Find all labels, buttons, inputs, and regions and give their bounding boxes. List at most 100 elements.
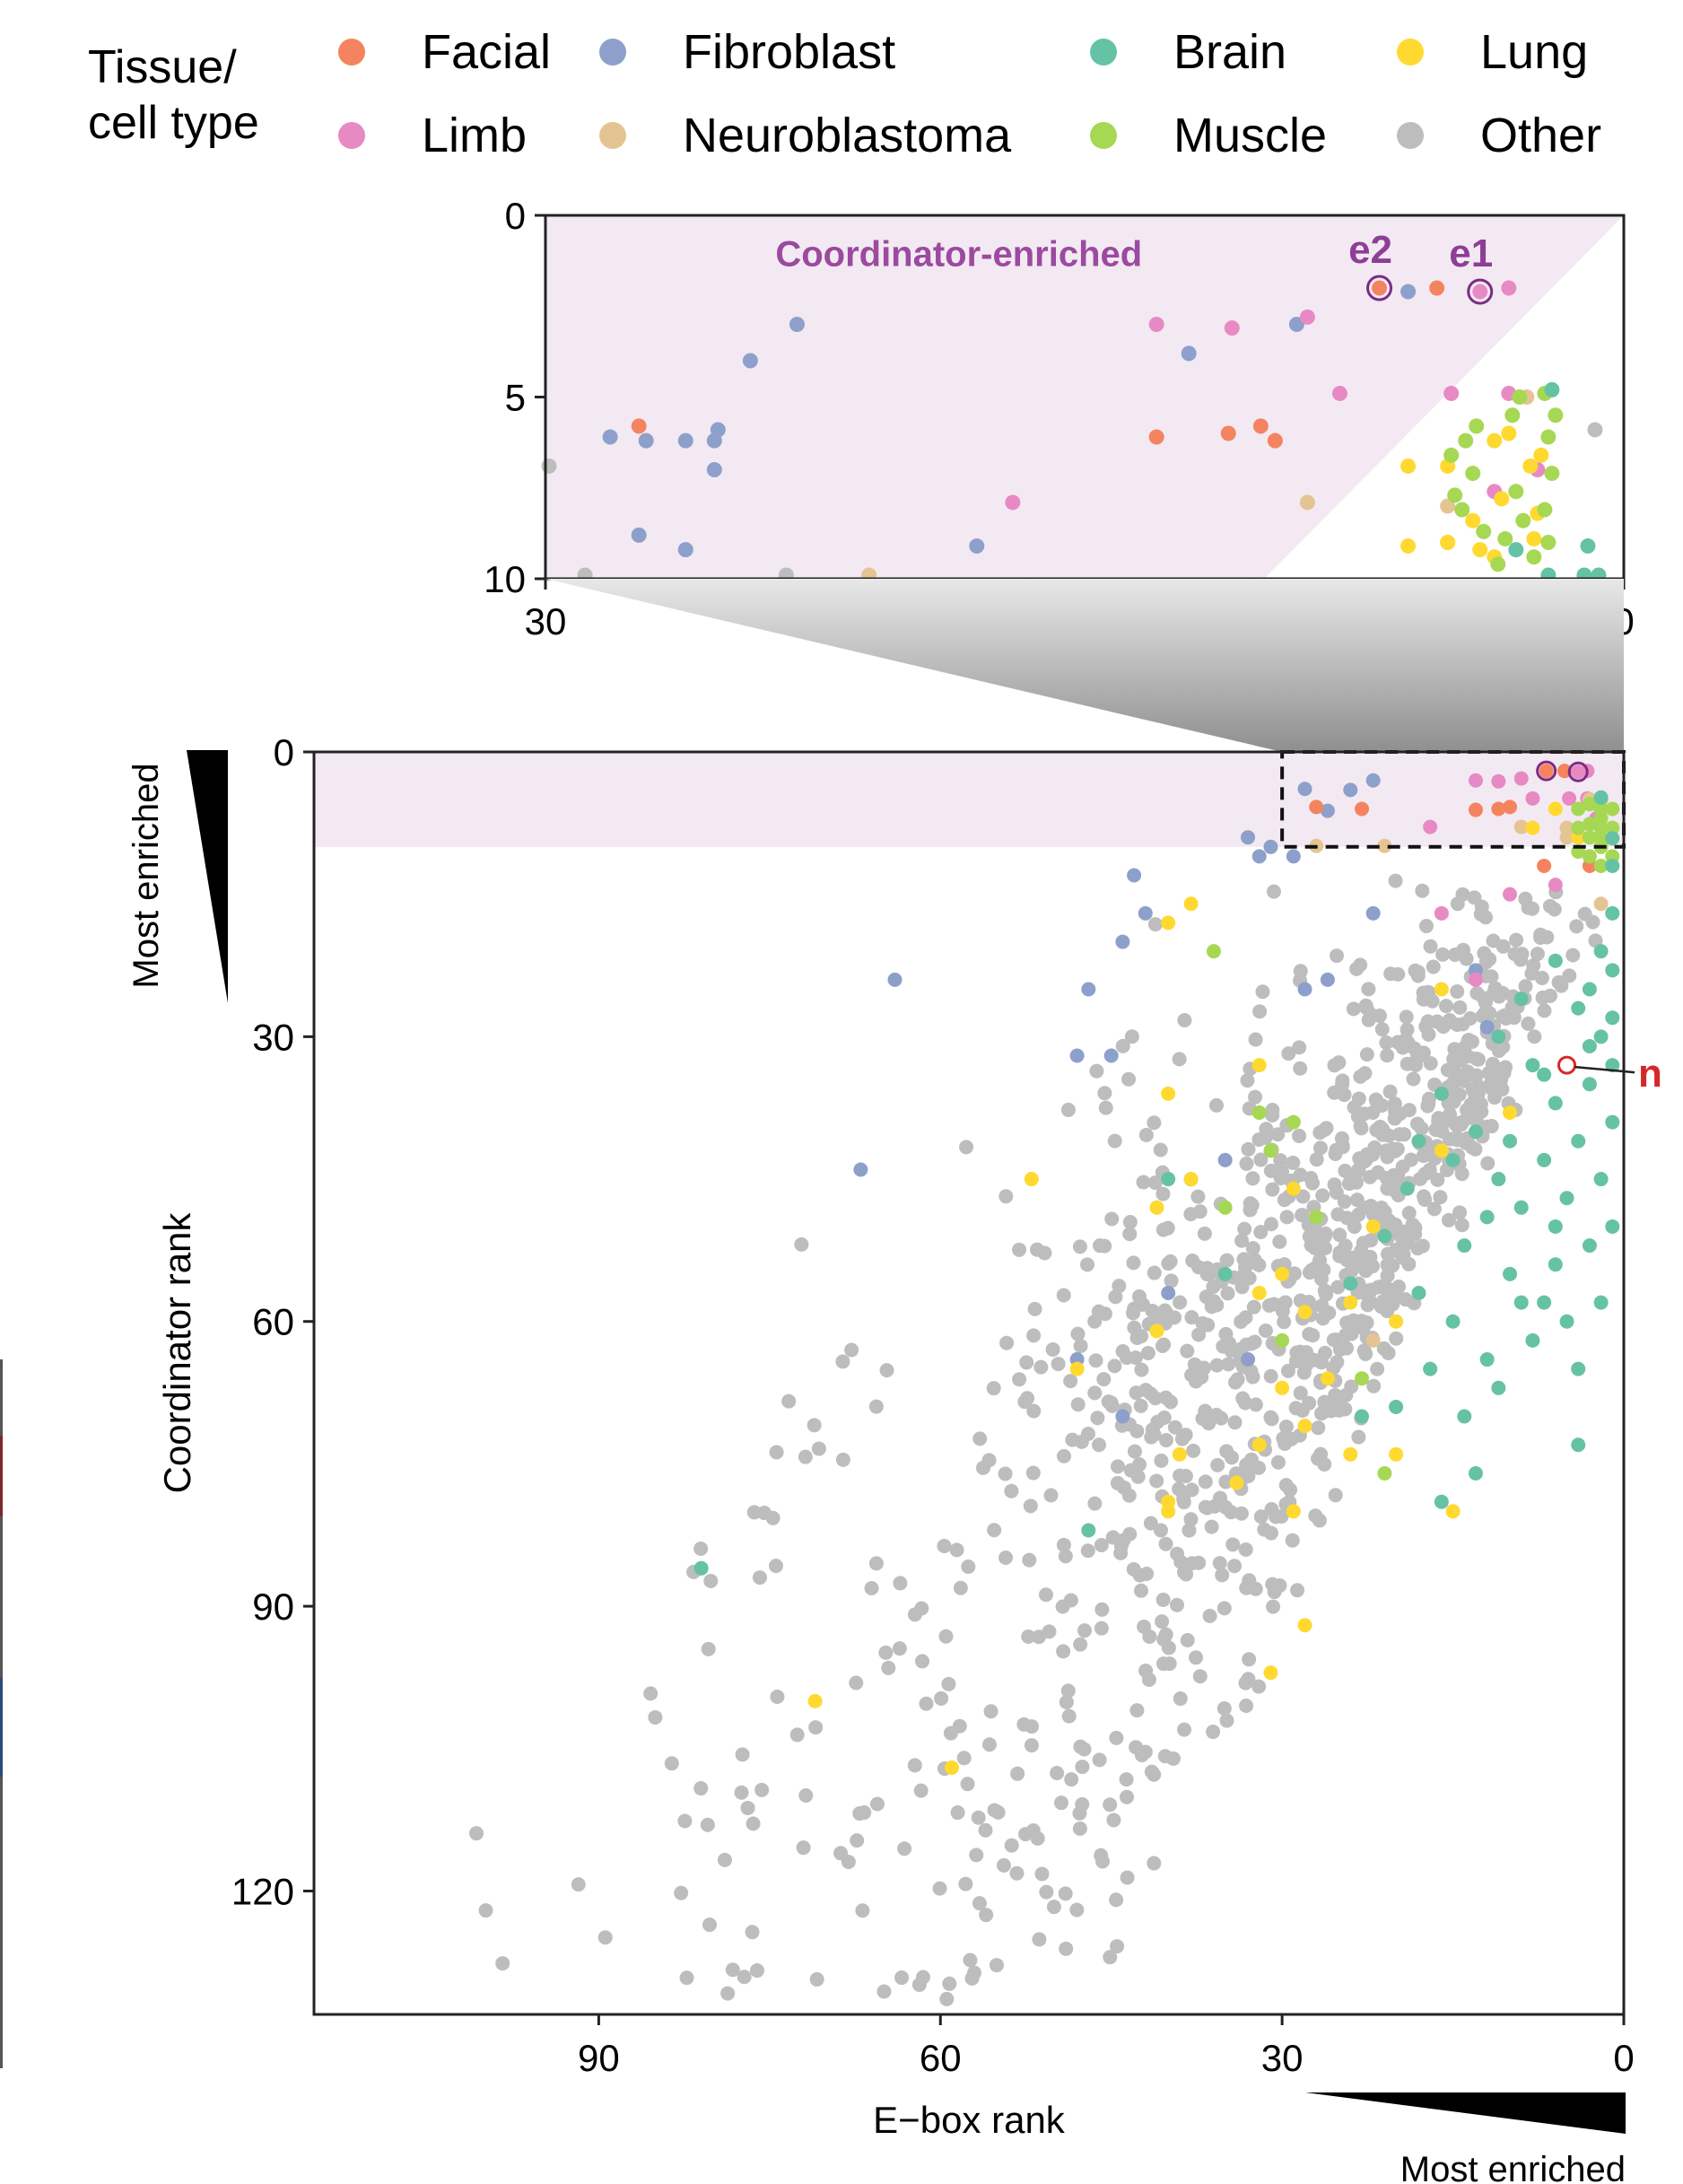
main-point-other [1023, 1498, 1038, 1514]
inset-point-fibroblast [677, 542, 693, 558]
main-point-other [1173, 1295, 1188, 1310]
main-point-limb [1434, 905, 1449, 921]
inset-highlight-label-e1: e1 [1449, 232, 1493, 275]
main-point-other [1172, 1052, 1187, 1067]
main-point-other [798, 1787, 814, 1803]
main-point-other [850, 1833, 865, 1848]
main-point-other [1418, 1019, 1434, 1035]
main-point-other [1426, 1201, 1442, 1217]
main-point-other [1368, 1092, 1383, 1107]
main-point-other [1388, 1217, 1403, 1232]
main-point-other [960, 1777, 975, 1792]
main-point-other [1019, 1355, 1034, 1370]
main-point-other [1400, 1056, 1415, 1071]
main-point-other [1272, 1578, 1287, 1594]
coordinator-enriched-band [314, 752, 1624, 847]
main-point-other [1149, 1473, 1164, 1489]
main-point-muscle [1263, 1143, 1278, 1158]
main-point-other [1220, 1286, 1235, 1301]
main-point-other [1273, 1153, 1288, 1168]
main-point-other [1588, 933, 1603, 948]
main-y-tick-label: 0 [274, 731, 294, 773]
main-point-other [1080, 1543, 1095, 1559]
main-point-other [958, 1876, 973, 1891]
main-point-muscle [1582, 797, 1597, 812]
main-point-brain [1605, 963, 1620, 978]
inset-point-fibroblast [789, 317, 805, 332]
main-point-other [1109, 1730, 1124, 1745]
inset-point-facial [1429, 280, 1445, 296]
main-point-other [1126, 1306, 1141, 1321]
main-point-lung [1389, 1314, 1404, 1329]
main-point-fibroblast [1286, 849, 1301, 864]
main-point-limb [1571, 764, 1586, 780]
main-point-muscle [1582, 849, 1597, 864]
inset-point-muscle [1548, 407, 1564, 424]
main-point-other [1238, 1310, 1253, 1325]
main-point-other [1480, 1156, 1496, 1171]
main-point-other [1095, 1854, 1111, 1869]
main-point-other [1286, 1266, 1302, 1281]
main-point-other [1089, 1063, 1104, 1079]
main-point-limb [1503, 887, 1518, 902]
main-point-other [1150, 1414, 1165, 1429]
main-point-brain [693, 1560, 709, 1576]
main-point-other [1383, 966, 1399, 982]
main-point-other [1177, 1565, 1192, 1580]
main-y-tick-label: 60 [252, 1301, 294, 1343]
main-point-brain [1537, 1067, 1552, 1082]
main-point-lung [1251, 1286, 1267, 1300]
main-point-limb [1468, 972, 1483, 987]
main-point-other [1285, 1533, 1300, 1548]
main-point-brain [1377, 1228, 1392, 1244]
main-point-lung [1286, 1181, 1301, 1196]
main-point-other [1242, 1577, 1257, 1592]
main-point-other [1335, 1138, 1350, 1153]
main-point-other [1060, 1683, 1076, 1699]
main-point-other [1337, 1088, 1352, 1103]
inset-point-limb [1443, 385, 1460, 401]
main-point-other [1534, 970, 1549, 985]
main-point-other [745, 1925, 760, 1940]
main-point-other [998, 1189, 1014, 1204]
main-point-other [979, 1908, 994, 1923]
main-point-other [1110, 1939, 1125, 1954]
main-point-other [1115, 1038, 1130, 1053]
main-point-other [1012, 1242, 1027, 1257]
main-point-other [1046, 1900, 1061, 1915]
main-point-other [1562, 968, 1577, 983]
main-point-other [1169, 1597, 1184, 1612]
main-point-lung [1161, 1086, 1176, 1101]
main-point-brain [1548, 1096, 1563, 1111]
main-point-other [1452, 1205, 1468, 1220]
main-point-other [1109, 1892, 1124, 1908]
inset-point-facial [1372, 280, 1388, 296]
main-point-other [878, 1645, 894, 1660]
main-point-other [1165, 1751, 1181, 1766]
main-point-other [1258, 1323, 1273, 1338]
main-point-other [919, 1696, 934, 1711]
main-point-other [833, 1846, 849, 1861]
n-leader-line [1574, 1065, 1635, 1074]
inset-y-tick-label: 5 [505, 377, 526, 419]
main-point-other [1010, 1766, 1025, 1781]
main-point-lung [1365, 1219, 1381, 1234]
inset-point-muscle [1537, 502, 1553, 518]
main-point-brain [1593, 790, 1609, 805]
inset-highlights: e2 e1 [1348, 228, 1494, 305]
main-point-other [1012, 1372, 1027, 1387]
main-point-other [1253, 1152, 1269, 1167]
main-point-other [1577, 906, 1592, 922]
inset-point-fibroblast [706, 432, 722, 449]
main-point-muscle [1251, 1105, 1267, 1120]
main-point-other [1197, 1226, 1212, 1241]
main-point-other [1167, 1420, 1182, 1435]
inset-point-muscle [1465, 466, 1481, 482]
inset-point-muscle [1490, 556, 1506, 572]
main-point-brain [1491, 1029, 1506, 1044]
main-point-brain [1593, 1295, 1609, 1310]
main-point-lung [1069, 1361, 1085, 1376]
inset-highlight-ring-e2 [1366, 275, 1393, 301]
main-point-other [1346, 1171, 1361, 1186]
main-point-other [1525, 901, 1540, 916]
